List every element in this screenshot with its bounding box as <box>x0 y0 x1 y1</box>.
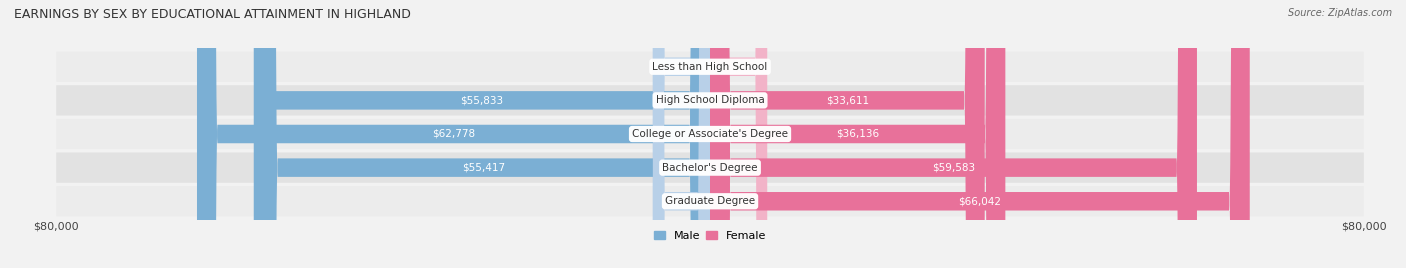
Text: EARNINGS BY SEX BY EDUCATIONAL ATTAINMENT IN HIGHLAND: EARNINGS BY SEX BY EDUCATIONAL ATTAINMEN… <box>14 8 411 21</box>
Legend: Male, Female: Male, Female <box>650 226 770 245</box>
Text: $66,042: $66,042 <box>959 196 1001 206</box>
Text: $62,778: $62,778 <box>432 129 475 139</box>
Text: $33,611: $33,611 <box>825 95 869 105</box>
FancyBboxPatch shape <box>652 0 710 268</box>
Text: $0: $0 <box>675 196 688 206</box>
Text: Less than High School: Less than High School <box>652 62 768 72</box>
Text: $0: $0 <box>733 62 745 72</box>
Text: Graduate Degree: Graduate Degree <box>665 196 755 206</box>
FancyBboxPatch shape <box>253 0 710 268</box>
Text: $36,136: $36,136 <box>837 129 879 139</box>
FancyBboxPatch shape <box>710 0 1197 268</box>
Text: $59,583: $59,583 <box>932 163 974 173</box>
FancyBboxPatch shape <box>710 0 1005 268</box>
FancyBboxPatch shape <box>56 119 1364 149</box>
Text: Source: ZipAtlas.com: Source: ZipAtlas.com <box>1288 8 1392 18</box>
Text: $0: $0 <box>675 62 688 72</box>
FancyBboxPatch shape <box>652 0 710 268</box>
Text: $55,833: $55,833 <box>460 95 503 105</box>
FancyBboxPatch shape <box>710 0 768 268</box>
FancyBboxPatch shape <box>56 152 1364 183</box>
FancyBboxPatch shape <box>197 0 710 268</box>
Text: Bachelor's Degree: Bachelor's Degree <box>662 163 758 173</box>
FancyBboxPatch shape <box>56 186 1364 216</box>
Text: $55,417: $55,417 <box>463 163 505 173</box>
FancyBboxPatch shape <box>710 0 984 268</box>
Text: College or Associate's Degree: College or Associate's Degree <box>633 129 787 139</box>
FancyBboxPatch shape <box>56 52 1364 82</box>
Text: High School Diploma: High School Diploma <box>655 95 765 105</box>
FancyBboxPatch shape <box>710 0 1250 268</box>
FancyBboxPatch shape <box>257 0 710 268</box>
FancyBboxPatch shape <box>56 85 1364 116</box>
